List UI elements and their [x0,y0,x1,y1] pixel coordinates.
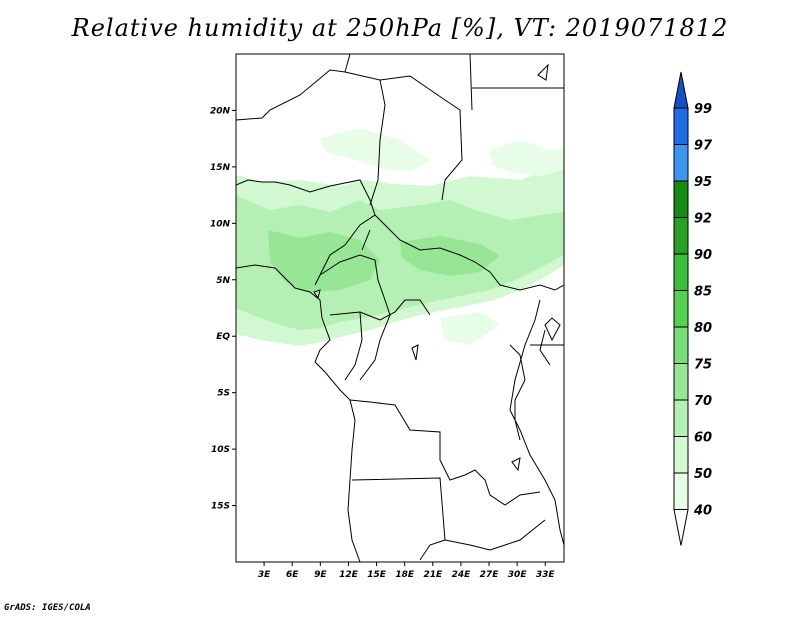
humidity-core [268,230,380,292]
colorbar-label: 70 [694,394,712,409]
coastline-east-africa [509,299,564,546]
lon-tick-label: 9E [314,570,327,580]
lon-tick-label: 12E [339,570,359,580]
plot-title: Relative humidity at 250hPa [%], VT: 201… [71,14,729,42]
border-north-east [379,54,564,201]
coastlines-borders [236,54,564,562]
lat-axis: 20N 15N 10N 5N EQ 5S 10S 15S [210,106,236,512]
lat-tick-label: 20N [210,106,231,116]
border-sahel [236,54,386,206]
lon-tick-label: 21E [423,570,443,580]
colorbar-top-triangle [673,71,689,109]
humidity-patch-east [490,140,564,176]
border-east-lakes [509,329,564,441]
lat-tick-label: 15N [210,163,231,173]
lon-tick-label: 6E [286,570,299,580]
colorbar-label: 92 [694,212,712,227]
grads-credit: GrADS: IGES/COLA [4,603,91,613]
border-west [236,179,376,286]
colorbar: 40 50 60 70 75 80 85 90 92 95 97 99 [673,71,713,546]
lat-tick-label: 15S [211,502,230,512]
lon-tick-label: 33E [536,570,556,580]
colorbar-label: 60 [694,431,712,446]
colorbar-bin [673,399,689,437]
humidity-patch-south [440,312,500,345]
colorbar-label: 99 [694,102,712,117]
lat-tick-label: EQ [216,332,230,342]
border-drc-angola [349,399,541,506]
humidity-shading [236,128,564,346]
colorbar-label: 50 [694,467,712,482]
colorbar-label: 85 [694,285,712,300]
colorbar-bottom-triangle [673,509,689,546]
colorbar-bin [673,472,689,510]
colorbar-bin [673,144,689,182]
colorbar-bin [673,326,689,364]
lon-tick-label: 24E [452,570,472,580]
lon-axis: 3E 6E 9E 12E 15E 18E 21E 24E 27E 30E 33E [258,562,556,580]
lat-tick-label: 10S [211,445,230,455]
lat-tick-label: 5N [216,276,230,286]
colorbar-bin [673,290,689,328]
plot-frame [235,53,565,563]
humidity-patch-north [320,128,430,172]
border-southern [351,477,546,561]
lat-tick-label: 5S [217,389,230,399]
border-central [374,214,564,291]
colorbar-bin [673,363,689,401]
colorbar-bin [673,180,689,218]
colorbar-label: 80 [694,321,712,336]
colorbar-bin [673,107,689,145]
lon-tick-label: 3E [258,570,271,580]
colorbar-label: 90 [694,248,712,263]
lon-tick-label: 30E [508,570,528,580]
lon-tick-label: 27E [480,570,500,580]
humidity-core-east [400,236,500,276]
coastline-gulf-of-guinea [236,264,361,562]
colorbar-bin [673,436,689,474]
colorbar-label: 75 [694,358,712,373]
lake-shapes [313,63,561,472]
border-cameroon-car [319,229,391,316]
colorbar-label: 97 [694,139,713,154]
border-congo-basin [329,299,431,381]
lon-tick-label: 18E [395,570,415,580]
colorbar-label: 95 [694,175,712,190]
colorbar-label: 40 [693,504,712,519]
lon-tick-label: 15E [367,570,387,580]
lat-tick-label: 10N [210,219,231,229]
colorbar-bin [673,217,689,255]
colorbar-bin [673,253,689,291]
